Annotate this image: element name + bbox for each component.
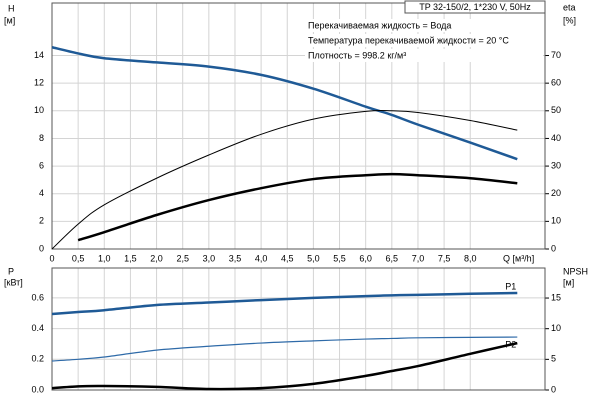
plot-frame — [51, 267, 546, 391]
x-tick-label: 6,0 — [359, 253, 372, 263]
x-tick-label: 2,0 — [150, 253, 163, 263]
y-axis-label: H — [8, 3, 15, 13]
y2-tick-label: 60 — [551, 78, 561, 88]
x-tick-label: 7,0 — [412, 253, 425, 263]
x-tick-label: 0 — [49, 253, 54, 263]
x-tick-label: 3,5 — [229, 253, 242, 263]
y-tick-label: 10 — [34, 105, 44, 115]
chart-title: TP 32-150/2, 1*230 V, 50Hz — [419, 2, 531, 12]
x-tick-label: 3,0 — [203, 253, 216, 263]
y2-tick-label: 50 — [551, 105, 561, 115]
x-tick-label: 4,5 — [281, 253, 294, 263]
curve — [51, 46, 518, 161]
y-tick-label: 0 — [39, 243, 44, 253]
y2-axis-label: eta — [563, 2, 576, 12]
y2-tick-label: 10 — [551, 216, 561, 226]
y2-tick-label: 0 — [551, 243, 556, 253]
x-tick-label: 1,5 — [124, 253, 137, 263]
curve — [77, 172, 518, 242]
plot-frame — [51, 2, 546, 250]
y-tick-label: 0.2 — [31, 354, 44, 364]
x-tick-label: 0,5 — [72, 253, 85, 263]
y-tick-label: 0.0 — [31, 384, 44, 394]
y-tick-label: 12 — [34, 78, 44, 88]
x-tick-label: 1,0 — [98, 253, 111, 263]
x-tick-label: 8,0 — [464, 253, 477, 263]
curve — [51, 336, 518, 362]
y-axis-label: P — [8, 266, 14, 276]
y-tick-label: 0.4 — [31, 323, 44, 333]
curve — [51, 341, 518, 391]
annotation-bg — [305, 49, 543, 62]
x-tick-label: 2,5 — [176, 253, 189, 263]
x-tick-label: 5,0 — [307, 253, 320, 263]
y-tick-label: 2 — [39, 216, 44, 226]
annotation: Плотность = 998.2 кг/м³ — [308, 50, 406, 60]
curve — [51, 291, 518, 316]
x-tick-label: 6,5 — [386, 253, 399, 263]
annotation: Перекачиваемая жидкость = Вода — [308, 20, 451, 30]
y-tick-label: 8 — [39, 133, 44, 143]
y-axis-unit: [кВт] — [4, 277, 23, 287]
x-tick-label: 4,0 — [255, 253, 268, 263]
y-tick-label: 0.6 — [31, 292, 44, 302]
y2-tick-label: 15 — [551, 292, 561, 302]
y2-axis-label: NPSH — [563, 266, 588, 276]
y2-axis-unit: [%] — [563, 15, 576, 25]
series-label: P1 — [505, 281, 516, 291]
y2-tick-label: 0 — [551, 384, 556, 394]
y2-tick-label: 10 — [551, 323, 561, 333]
annotation-bg — [305, 34, 543, 47]
y-tick-label: 14 — [34, 50, 44, 60]
y-tick-label: 6 — [39, 160, 44, 170]
x-axis-label: Q [м³/h] — [503, 253, 534, 263]
title-box — [404, 0, 546, 14]
annotation-bg — [305, 19, 543, 32]
annotation: Температура перекачиваемой жидкости = 20… — [308, 35, 509, 45]
x-tick-label: 7,5 — [438, 253, 451, 263]
y2-tick-label: 40 — [551, 133, 561, 143]
curve — [51, 109, 518, 250]
y-axis-unit: [м] — [4, 15, 15, 25]
x-tick-label: 5,5 — [333, 253, 346, 263]
y2-tick-label: 70 — [551, 50, 561, 60]
y2-tick-label: 5 — [551, 354, 556, 364]
y2-tick-label: 30 — [551, 160, 561, 170]
y2-tick-label: 20 — [551, 188, 561, 198]
y-tick-label: 4 — [39, 188, 44, 198]
y2-axis-unit: [м] — [563, 277, 574, 287]
